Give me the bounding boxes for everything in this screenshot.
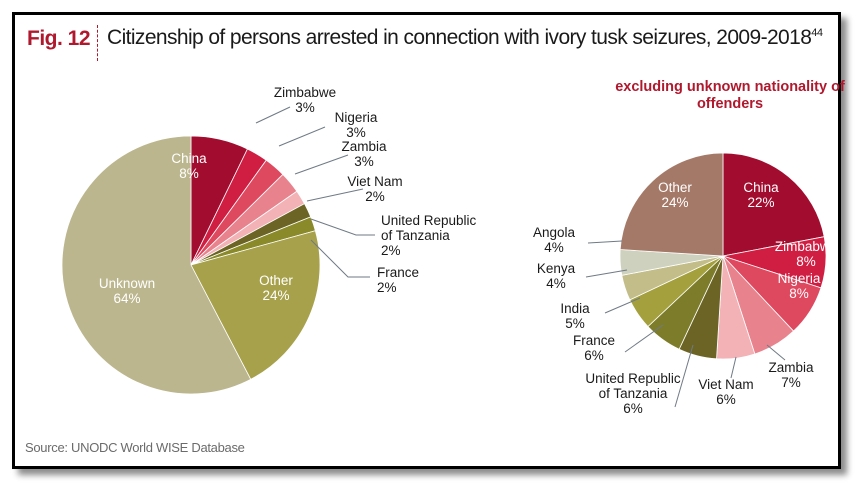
left-label-viet-nam: Viet Nam 2% — [347, 174, 402, 204]
right-leader-france — [624, 324, 664, 353]
right-leader-angola — [587, 240, 623, 244]
source-note: Source: UNODC World WISE Database — [25, 440, 245, 455]
right-label-nigeria: Nigeria 8% — [778, 271, 821, 301]
figure-label: Fig. 12 — [27, 27, 91, 50]
right-label-zambia: Zambia 7% — [768, 360, 814, 390]
right-slice-china — [722, 152, 825, 257]
left-leader-france — [310, 239, 370, 278]
pie-charts: China 8% Zimbabwe 3%Nigeria 3%Zambia 3% Viet N… — [61, 85, 837, 416]
figure-footnote: 44 — [811, 27, 823, 39]
left-label-zambia: Zambia 3% — [341, 139, 387, 169]
left-label-nigeria: Nigeria 3% — [335, 110, 378, 140]
left-slice-unknown — [61, 135, 252, 395]
left-pie — [61, 135, 321, 395]
right-label-united-republic-of-tanzania: United Republic of Tanzania 6% — [585, 371, 681, 416]
left-leader-zambia — [294, 154, 349, 175]
right-label-china: China 22% — [743, 180, 779, 210]
right-label-kenya: Kenya 4% — [537, 261, 576, 291]
right-leader-viet-nam — [730, 356, 737, 379]
left-leader-united-republic-of-tanzania — [310, 218, 375, 236]
left-leader-viet-nam — [306, 188, 364, 202]
left-label-united-republic-of-tanzania: United Republic of Tanzania 2% — [381, 213, 477, 258]
title-separator — [97, 25, 98, 61]
left-leader-nigeria — [278, 126, 326, 147]
left-label-china: China 8% — [171, 151, 207, 181]
figure-title: Citizenship of persons arrested in conne… — [107, 26, 823, 50]
right-leader-united-republic-of-tanzania — [674, 344, 694, 408]
right-slice-other — [619, 152, 724, 257]
left-label-france: France 2% — [377, 265, 419, 295]
left-label-unknown: Unknown 64% — [99, 276, 155, 306]
left-label-other: Other 24% — [259, 273, 293, 303]
right-pie-subtitle: excluding unknown nationality of offende… — [615, 79, 845, 112]
right-leader-zambia — [766, 344, 786, 361]
right-label-zimbabwe: Zimbabwe 8% — [775, 239, 837, 269]
right-label-india: India 5% — [560, 301, 590, 331]
left-label-zimbabwe: Zimbabwe 3% — [274, 85, 336, 115]
right-label-viet-nam: Viet Nam 6% — [698, 377, 753, 407]
right-leader-india — [604, 297, 641, 314]
left-leader-zimbabwe — [255, 106, 291, 124]
right-label-other: Other 24% — [658, 180, 692, 210]
right-label-france: France 6% — [573, 333, 615, 363]
right-label-angola: Angola 4% — [533, 225, 576, 255]
figure-title-text: Citizenship of persons arrested in conne… — [107, 26, 812, 49]
figure-frame: Fig. 12 Citizenship of persons arrested … — [12, 12, 845, 469]
right-leader-kenya — [585, 269, 628, 278]
right-pie — [619, 152, 827, 360]
